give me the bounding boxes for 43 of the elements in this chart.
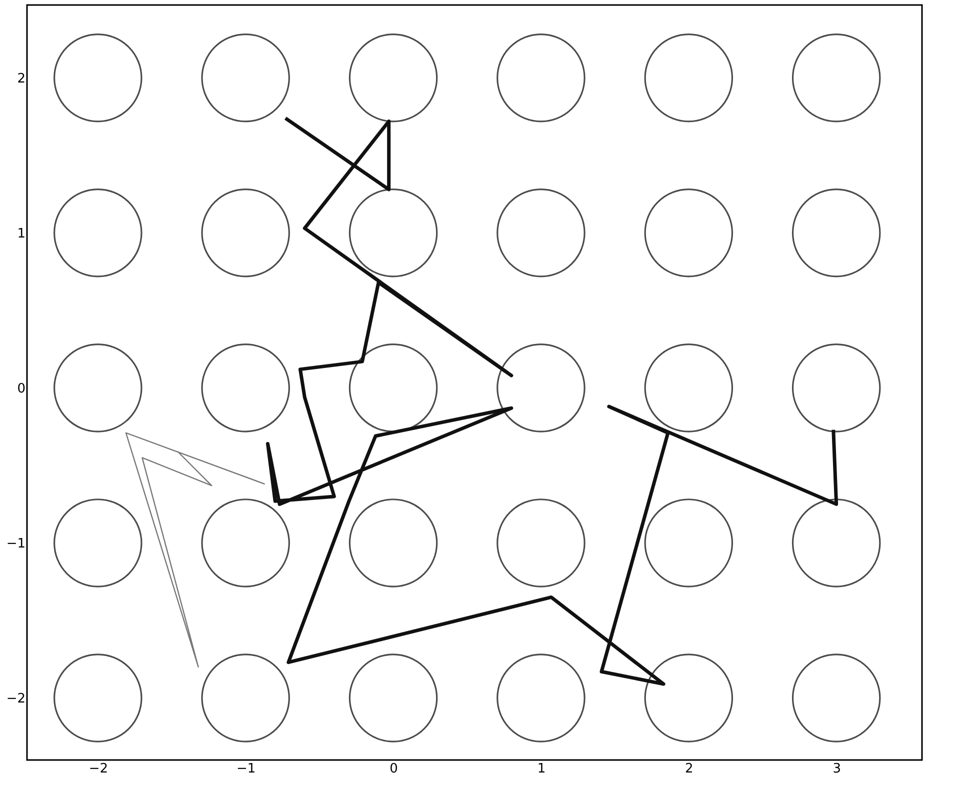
- x-tick-label: 2: [685, 762, 694, 776]
- point: [201, 34, 290, 122]
- point: [348, 344, 438, 432]
- y-tick-label: 1: [17, 226, 26, 242]
- point: [792, 188, 881, 278]
- point: [201, 498, 290, 588]
- point: [201, 654, 290, 742]
- point: [54, 498, 142, 588]
- line-series: [125, 432, 266, 668]
- point: [348, 188, 438, 278]
- point: [496, 34, 586, 122]
- point: [792, 344, 881, 432]
- x-tick-label: −1: [236, 762, 256, 776]
- point: [792, 498, 881, 588]
- line-series: [266, 116, 838, 686]
- point: [348, 34, 438, 122]
- point: [201, 188, 290, 278]
- x-tick-label: −2: [88, 762, 108, 776]
- point: [644, 188, 734, 278]
- point: [644, 344, 734, 432]
- point: [496, 654, 586, 742]
- point: [792, 34, 881, 122]
- point: [496, 344, 586, 432]
- y-tick-label: 0: [17, 381, 26, 396]
- point: [348, 498, 438, 588]
- y-tick-label: 2: [17, 71, 26, 86]
- x-tick-label: 1: [537, 762, 546, 776]
- point: [496, 188, 586, 278]
- point: [54, 654, 142, 742]
- x-tick-label: 3: [832, 762, 841, 776]
- point: [644, 34, 734, 122]
- x-tick-label: 0: [390, 762, 398, 776]
- point: [496, 498, 586, 588]
- point: [792, 654, 881, 742]
- y-tick-label: −1: [6, 536, 26, 552]
- point: [54, 34, 142, 122]
- point: [54, 344, 142, 432]
- point: [644, 498, 734, 588]
- point: [54, 188, 142, 278]
- point: [348, 654, 438, 742]
- y-tick-label: −2: [6, 691, 26, 706]
- point: [644, 654, 734, 742]
- point: [201, 344, 290, 432]
